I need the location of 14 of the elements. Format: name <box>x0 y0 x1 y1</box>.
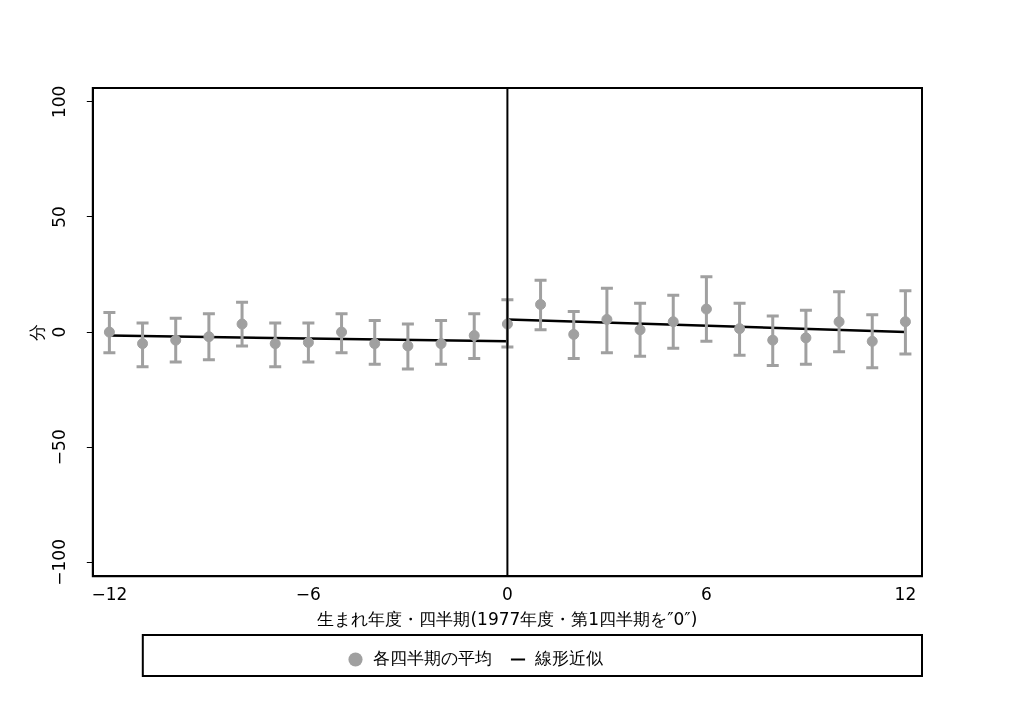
x-tick-label: 12 <box>894 583 917 604</box>
y-tick-label: 50 <box>48 206 69 228</box>
legend-label: 各四半期の平均 <box>372 647 492 668</box>
x-tick-label: 0 <box>501 583 513 604</box>
x-tick-label: 6 <box>700 583 712 604</box>
y-axis-title: 分 <box>26 323 47 341</box>
y-tick-label: −100 <box>48 539 69 586</box>
x-axis-title: 生まれ年度・四半期(1977年度・第1四半期を″0″) <box>317 609 698 630</box>
x-tick-label: −6 <box>295 583 321 604</box>
x-tick-label: −12 <box>91 583 128 604</box>
y-tick-label: −50 <box>48 429 69 466</box>
y-tick-label: 100 <box>48 85 69 119</box>
legend-label: 線形近似 <box>534 647 603 668</box>
y-tick-label: 0 <box>48 326 69 338</box>
